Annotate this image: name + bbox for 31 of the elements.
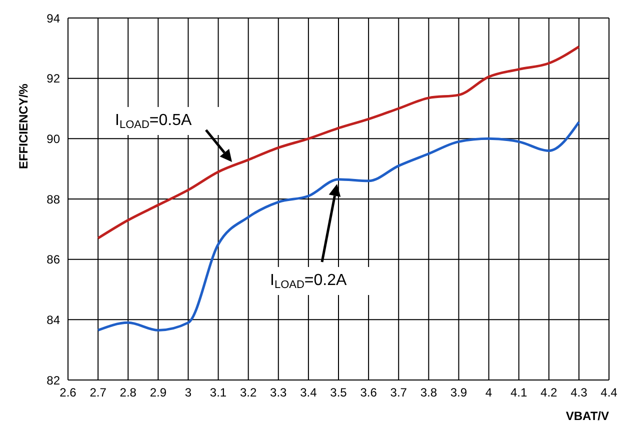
x-tick-label: 3.5 xyxy=(330,386,348,400)
x-tick-label: 3.9 xyxy=(450,386,468,400)
x-tick-label: 4.1 xyxy=(510,386,528,400)
x-tick-label: 3.4 xyxy=(300,386,318,400)
x-tick-label: 3.6 xyxy=(360,386,378,400)
y-tick-label: 94 xyxy=(46,11,60,26)
x-tick-label: 2.9 xyxy=(150,386,167,400)
x-tick-label: 3.1 xyxy=(210,386,227,400)
y-tick-label: 82 xyxy=(46,373,60,388)
x-tick-label: 4.2 xyxy=(540,386,558,400)
y-tick-label: 92 xyxy=(46,72,60,86)
x-tick-label: 2.6 xyxy=(60,386,77,400)
x-axis-title: VBAT/V xyxy=(566,409,609,423)
y-tick-label: 86 xyxy=(46,252,60,267)
x-tick-label: 3.2 xyxy=(240,386,257,400)
x-tick-label: 3.3 xyxy=(270,386,288,400)
y-tick-label: 88 xyxy=(46,192,60,206)
x-tick-label: 2.7 xyxy=(90,386,107,400)
y-axis-title: EFFICIENCY/% xyxy=(16,83,30,169)
x-tick-label: 4.4 xyxy=(600,386,618,400)
line-series xyxy=(96,45,580,240)
x-tick-label: 4 xyxy=(485,386,492,400)
x-tick-label: 4.3 xyxy=(570,386,588,400)
x-tick-label: 2.8 xyxy=(120,386,137,400)
x-tick-label: 3.8 xyxy=(420,386,438,400)
x-tick-label: 3 xyxy=(184,386,192,400)
y-tick-label: 90 xyxy=(46,132,60,146)
annotation: I$_{LOAD}$=0.5A xyxy=(115,112,192,131)
x-tick-label: 3.7 xyxy=(390,386,408,400)
y-tick-label: 84 xyxy=(46,312,60,327)
annotation: I$_{LOAD}$=0.2A xyxy=(270,272,348,291)
